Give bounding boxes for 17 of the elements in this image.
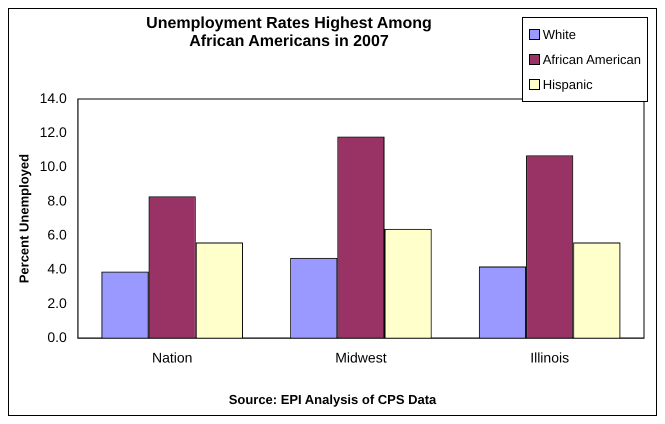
y-axis-title: Percent Unemployed (16, 154, 32, 284)
y-tick-label: 6.0 (47, 226, 68, 243)
source-note: Source: EPI Analysis of CPS Data (228, 392, 438, 407)
chart-title: Unemployment Rates Highest Among African Americans in 2007 (145, 15, 433, 51)
legend-label: African American (542, 52, 641, 67)
y-tick-label: 12.0 (40, 124, 68, 140)
x-tick-label: Illinois (530, 349, 570, 366)
y-tick-label: 2.0 (47, 294, 68, 311)
legend-label: Hispanic (542, 77, 593, 92)
x-tick-label: Nation (152, 349, 192, 366)
y-tick-label: 4.0 (47, 260, 68, 277)
y-tick-label: 14.0 (40, 90, 68, 106)
x-tick-label: Midwest (335, 349, 387, 366)
y-tick-label: 10.0 (40, 158, 68, 174)
legend-label: White (542, 27, 576, 42)
y-tick-label: 0.0 (47, 329, 68, 346)
y-tick-label: 8.0 (47, 192, 68, 208)
